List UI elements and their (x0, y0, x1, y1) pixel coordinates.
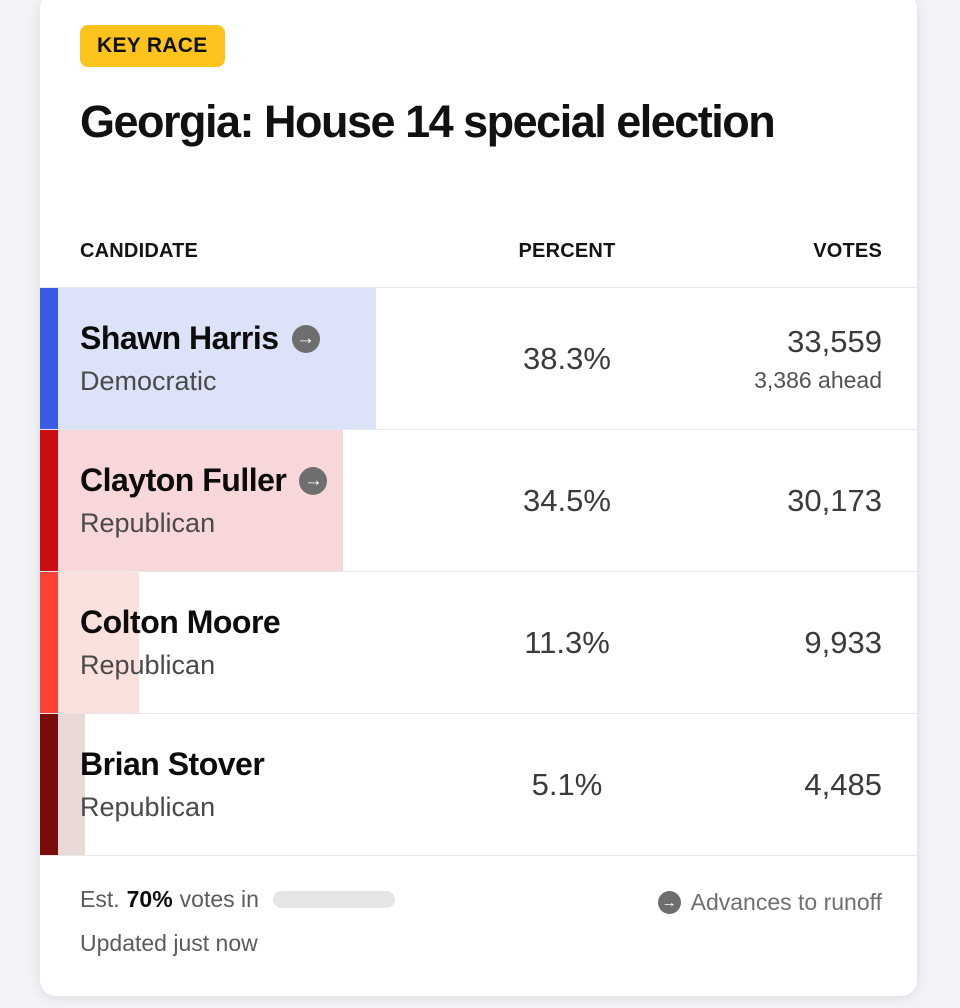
candidate-row-colton-moore: Colton Moore Republican 11.3% 9,933 (40, 572, 917, 714)
vote-share-bar (40, 430, 343, 571)
advances-to-runoff-icon: → (657, 891, 681, 914)
candidate-party: Democratic (80, 366, 217, 396)
candidate-name: Clayton Fuller (80, 462, 287, 498)
votes-value: 33,559 (787, 323, 882, 359)
advances-to-runoff-icon: → (291, 324, 320, 353)
percent-value: 38.3% (523, 340, 611, 376)
party-accent-bar (40, 572, 58, 713)
est-votes-in-percent: 70% (126, 886, 173, 912)
candidate-name: Colton Moore (80, 604, 281, 640)
updated-timestamp: Updated just now (80, 930, 258, 956)
percent-value: 34.5% (523, 482, 611, 518)
key-race-badge: KEY RACE (80, 25, 225, 67)
vote-share-bar (40, 288, 376, 429)
runoff-legend: → Advances to runoff (657, 889, 882, 916)
candidate-party: Republican (80, 508, 216, 538)
reporting-status: Est. 70% votes in Updated just now (80, 886, 395, 957)
party-accent-bar (40, 288, 58, 429)
votes-value: 9,933 (804, 624, 882, 660)
party-accent-bar (40, 430, 58, 571)
race-title: Georgia: House 14 special election (80, 96, 776, 147)
percent-value: 11.3% (524, 624, 610, 660)
candidate-party: Republican (80, 650, 216, 680)
votes-column-header: VOTES (813, 240, 882, 262)
card-header: KEY RACE Georgia: House 14 special elect… (40, 0, 917, 288)
card-footer: Est. 70% votes in Updated just now → Adv… (40, 856, 917, 957)
candidate-row-shawn-harris: Shawn Harris → Democratic 38.3% 33,559 3… (40, 288, 917, 430)
candidate-party: Republican (80, 792, 216, 822)
votes-in-label: votes in (179, 886, 259, 912)
candidate-row-clayton-fuller: Clayton Fuller → Republican 34.5% 30,173 (40, 430, 917, 572)
votes-value: 4,485 (804, 766, 882, 802)
party-accent-bar (40, 714, 58, 855)
candidate-name: Brian Stover (80, 746, 265, 782)
runoff-legend-label: Advances to runoff (690, 889, 882, 915)
votes-ahead-note: 3,386 ahead (754, 366, 882, 393)
percent-column-header: PERCENT (518, 240, 616, 262)
votes-value: 30,173 (787, 482, 882, 518)
key-race-card: KEY RACE Georgia: House 14 special elect… (40, 0, 917, 996)
percent-value: 5.1% (531, 766, 603, 802)
votes-in-progress-bar (272, 891, 395, 908)
candidate-name: Shawn Harris (80, 320, 279, 356)
advances-to-runoff-icon: → (299, 466, 328, 495)
candidate-column-header: CANDIDATE (80, 240, 199, 262)
est-label: Est. (80, 886, 120, 912)
column-headers: CANDIDATE PERCENT VOTES (40, 240, 917, 263)
candidate-row-brian-stover: Brian Stover Republican 5.1% 4,485 (40, 714, 917, 856)
